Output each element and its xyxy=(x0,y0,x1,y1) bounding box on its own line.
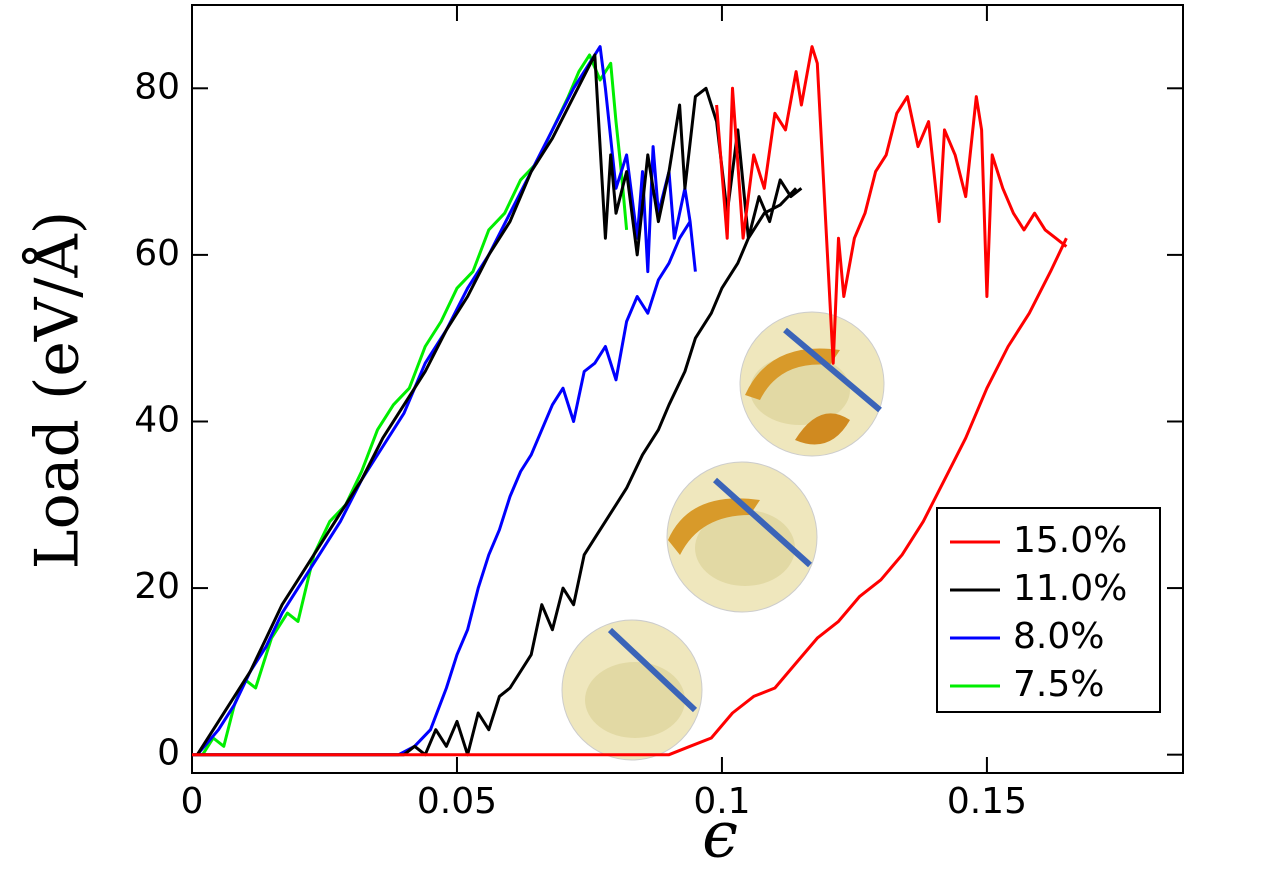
series-line xyxy=(192,53,803,757)
legend-label: 8.0% xyxy=(1013,616,1104,657)
inset-images xyxy=(561,311,885,761)
y-tick-label: 0 xyxy=(157,733,180,774)
x-tick-label: 0.05 xyxy=(417,781,497,822)
plot-frame xyxy=(191,4,1184,774)
inset-rod xyxy=(783,327,882,413)
legend-label: 11.0% xyxy=(1013,568,1127,609)
inset-shape xyxy=(745,348,840,400)
inset-rod xyxy=(712,477,813,568)
inset-rod xyxy=(607,627,698,713)
legend-label: 7.5% xyxy=(1013,664,1104,705)
y-axis-label: Load (eV/Å) xyxy=(22,211,93,569)
y-tick-label: 40 xyxy=(134,399,180,440)
y-tick-label: 20 xyxy=(134,566,180,607)
inset-shape xyxy=(668,498,760,555)
legend-label: 15.0% xyxy=(1013,520,1127,561)
x-tick-label: 0.15 xyxy=(947,781,1027,822)
x-tick-label: 0 xyxy=(181,781,204,822)
series-line xyxy=(201,53,629,756)
legend xyxy=(936,507,1161,713)
inset-shape xyxy=(585,662,685,738)
inset-shape xyxy=(795,413,850,445)
y-tick-label: 80 xyxy=(134,66,180,107)
series-line xyxy=(192,45,1068,757)
y-tick-label: 60 xyxy=(134,233,180,274)
x-axis-label: ϵ xyxy=(702,799,738,873)
x-tick-label: 0.1 xyxy=(693,781,750,822)
